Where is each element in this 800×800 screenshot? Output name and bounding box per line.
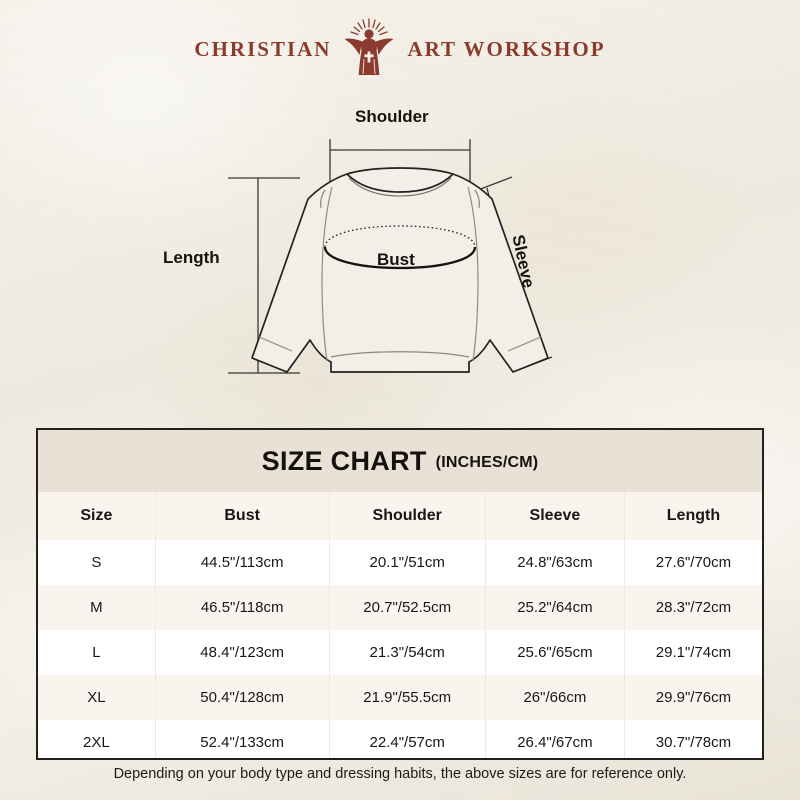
cell-shoulder: 21.9"/55.5cm bbox=[328, 675, 486, 720]
column-header-bust: Bust bbox=[154, 492, 330, 540]
cell-shoulder: 20.1"/51cm bbox=[328, 540, 486, 585]
column-header-length: Length bbox=[623, 492, 762, 540]
cell-bust: 44.5"/113cm bbox=[154, 540, 330, 585]
table-row: L 48.4"/123cm 21.3"/54cm 25.6"/65cm 29.1… bbox=[38, 630, 762, 675]
size-chart-table-body: S 44.5"/113cm 20.1"/51cm 24.8"/63cm 27.6… bbox=[38, 540, 762, 758]
cell-bust: 48.4"/123cm bbox=[154, 630, 330, 675]
dimension-label-shoulder: Shoulder bbox=[355, 107, 429, 126]
cell-length: 29.1"/74cm bbox=[623, 630, 762, 675]
cell-sleeve: 24.8"/63cm bbox=[484, 540, 625, 585]
size-chart-table-head: Size Bust Shoulder Sleeve Length bbox=[38, 492, 762, 540]
dimension-label-bust: Bust bbox=[377, 250, 415, 269]
neckline-rib bbox=[348, 177, 452, 197]
column-header-shoulder: Shoulder bbox=[328, 492, 486, 540]
cell-length: 27.6"/70cm bbox=[623, 540, 762, 585]
column-header-size: Size bbox=[38, 492, 156, 540]
cell-bust: 50.4"/128cm bbox=[154, 675, 330, 720]
cell-shoulder: 22.4"/57cm bbox=[328, 720, 486, 758]
brand-name-left: CHRISTIAN bbox=[194, 36, 332, 61]
cell-sleeve: 25.6"/65cm bbox=[484, 630, 625, 675]
cell-sleeve: 26.4"/67cm bbox=[484, 720, 625, 758]
cell-bust: 46.5"/118cm bbox=[154, 585, 330, 630]
cell-sleeve: 26"/66cm bbox=[484, 675, 625, 720]
garment-inner-seams bbox=[320, 186, 480, 362]
garment-measurement-diagram: Shoulder Length Bust Sleeve bbox=[0, 95, 800, 425]
cell-length: 28.3"/72cm bbox=[623, 585, 762, 630]
cell-bust: 52.4"/133cm bbox=[154, 720, 330, 758]
sweatshirt-technical-drawing bbox=[228, 139, 553, 374]
table-header-row: Size Bust Shoulder Sleeve Length bbox=[38, 492, 762, 540]
dimension-label-length: Length bbox=[163, 248, 220, 267]
risen-christ-emblem-icon bbox=[344, 18, 394, 75]
size-chart-panel: SIZE CHART (INCHES/CM) Size Bust Shoulde… bbox=[36, 428, 764, 760]
cell-length: 29.9"/76cm bbox=[623, 675, 762, 720]
table-row: 2XL 52.4"/133cm 22.4"/57cm 26.4"/67cm 30… bbox=[38, 720, 762, 758]
cell-sleeve: 25.2"/64cm bbox=[484, 585, 625, 630]
brand-header: CHRISTIAN bbox=[0, 16, 800, 82]
table-row: XL 50.4"/128cm 21.9"/55.5cm 26"/66cm 29.… bbox=[38, 675, 762, 720]
neckline bbox=[346, 173, 454, 193]
table-row: S 44.5"/113cm 20.1"/51cm 24.8"/63cm 27.6… bbox=[38, 540, 762, 585]
cell-size: XL bbox=[38, 675, 156, 720]
cuff-ribbing bbox=[258, 336, 542, 352]
cell-size: M bbox=[38, 585, 156, 630]
brand-name-right: ART WORKSHOP bbox=[407, 36, 606, 61]
sweatshirt-outline bbox=[251, 167, 549, 373]
column-header-sleeve: Sleeve bbox=[484, 492, 625, 540]
bust-measure-ellipse bbox=[323, 225, 477, 270]
size-chart-table: Size Bust Shoulder Sleeve Length S 44.5"… bbox=[38, 492, 762, 758]
size-chart-title: SIZE CHART bbox=[261, 445, 427, 476]
cell-length: 30.7"/78cm bbox=[623, 720, 762, 758]
size-chart-footnote: Depending on your body type and dressing… bbox=[113, 766, 687, 782]
cell-size: 2XL bbox=[38, 720, 156, 758]
size-chart-title-band: SIZE CHART (INCHES/CM) bbox=[38, 430, 762, 492]
shoulder-measure-line bbox=[329, 139, 471, 185]
cell-size: L bbox=[38, 630, 156, 675]
table-row: M 46.5"/118cm 20.7"/52.5cm 25.2"/64cm 28… bbox=[38, 585, 762, 630]
size-chart-unit-label: (INCHES/CM) bbox=[435, 454, 539, 471]
cell-shoulder: 21.3"/54cm bbox=[328, 630, 486, 675]
cell-size: S bbox=[38, 540, 156, 585]
hem-ribbing bbox=[330, 351, 470, 358]
cell-shoulder: 20.7"/52.5cm bbox=[328, 585, 486, 630]
